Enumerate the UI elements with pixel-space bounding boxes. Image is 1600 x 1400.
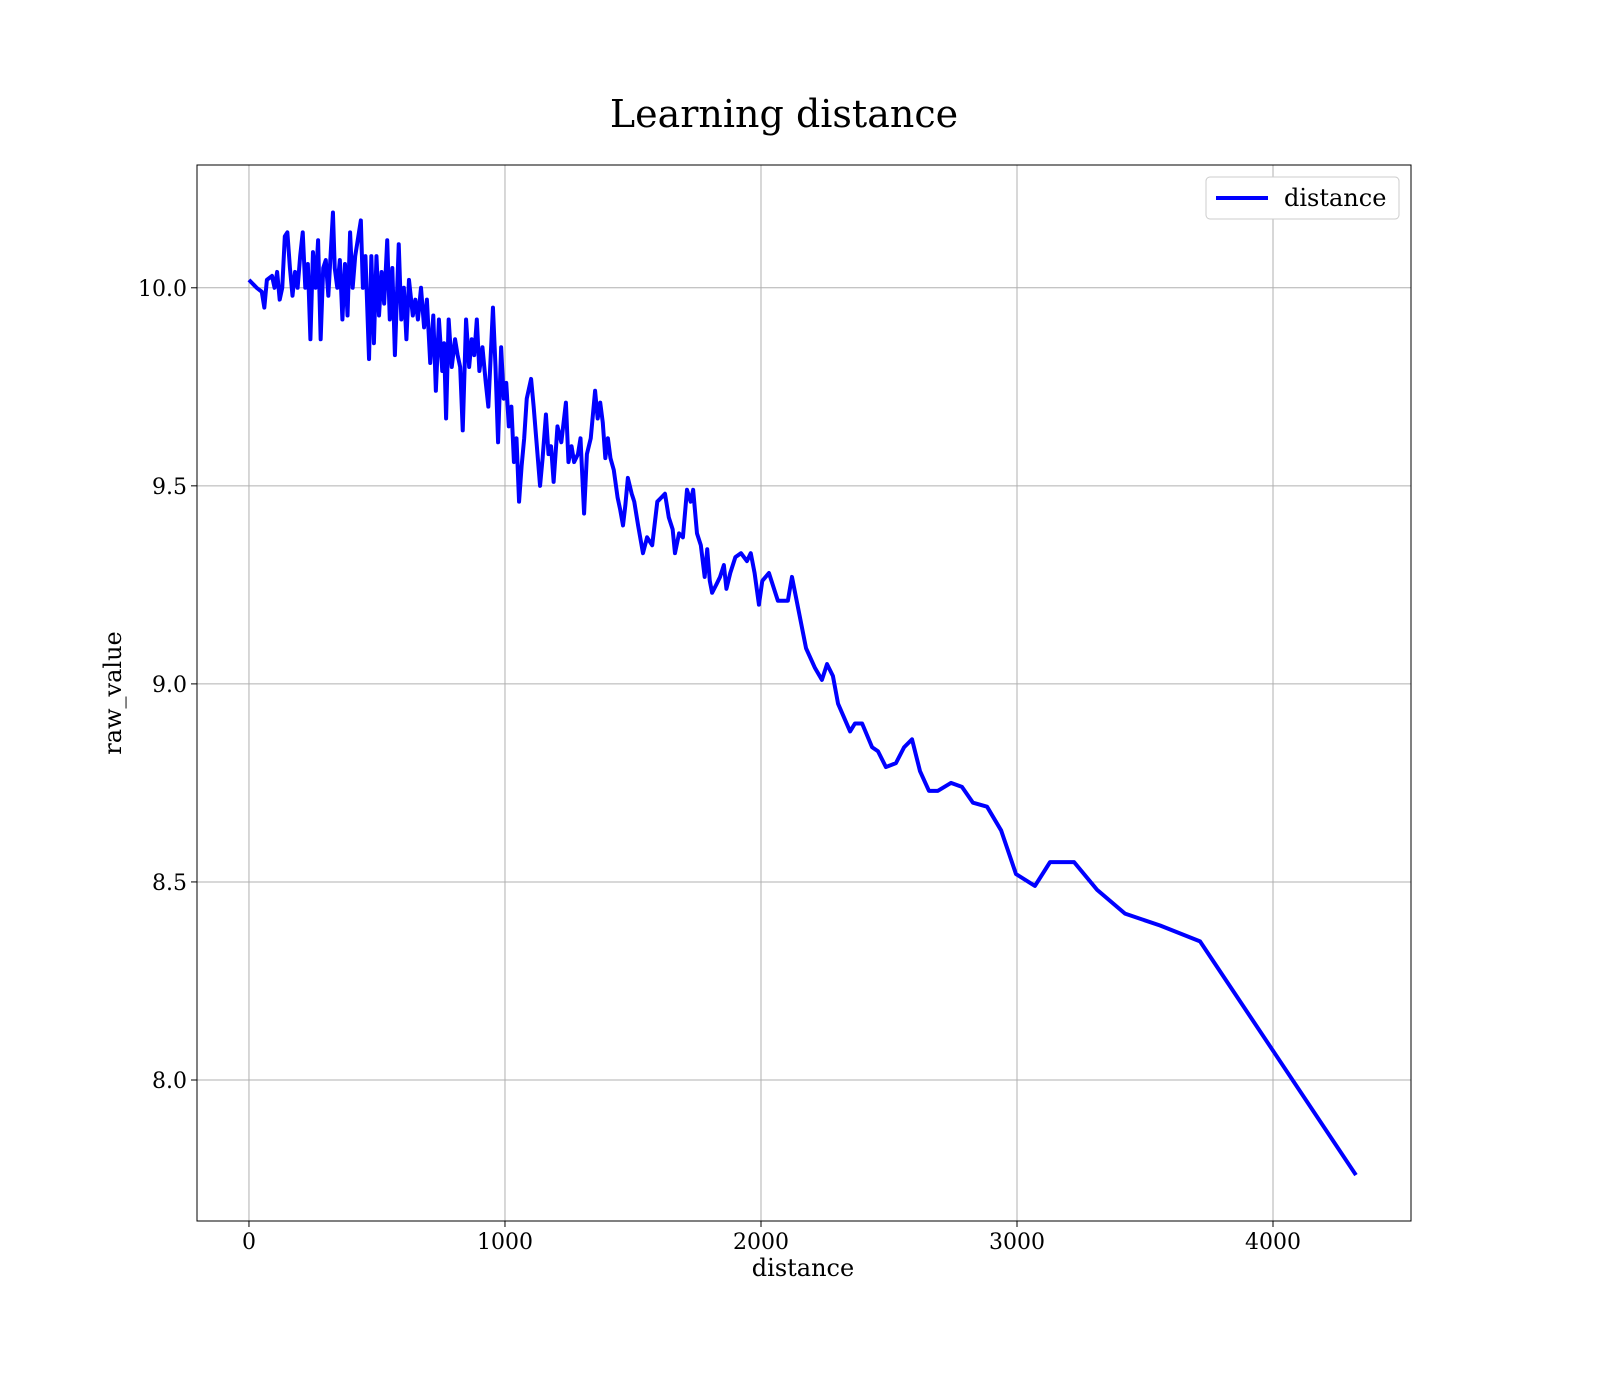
y-tick-label: 9.5 [152,475,187,500]
y-tick-label: 8.0 [152,1069,187,1094]
legend: distance [1205,176,1400,220]
y-tick-label: 10.0 [138,277,187,302]
line-series [247,210,1358,1177]
plot-frame [196,164,1412,1222]
x-tick-label: 0 [242,1230,256,1255]
legend-label: distance [1284,184,1386,212]
y-axis-label: raw_value [99,631,127,755]
y-tick-label: 9.0 [152,673,187,698]
x-tick-label: 1000 [477,1230,533,1255]
x-tick-label: 3000 [989,1230,1045,1255]
x-tick-label: 4000 [1245,1230,1301,1255]
x-axis-label: distance [752,1254,854,1282]
x-tick-label: 2000 [733,1230,789,1255]
y-tick-label: 8.5 [152,871,187,896]
legend-box [1205,176,1400,220]
chart-title: Learning distance [610,92,958,136]
